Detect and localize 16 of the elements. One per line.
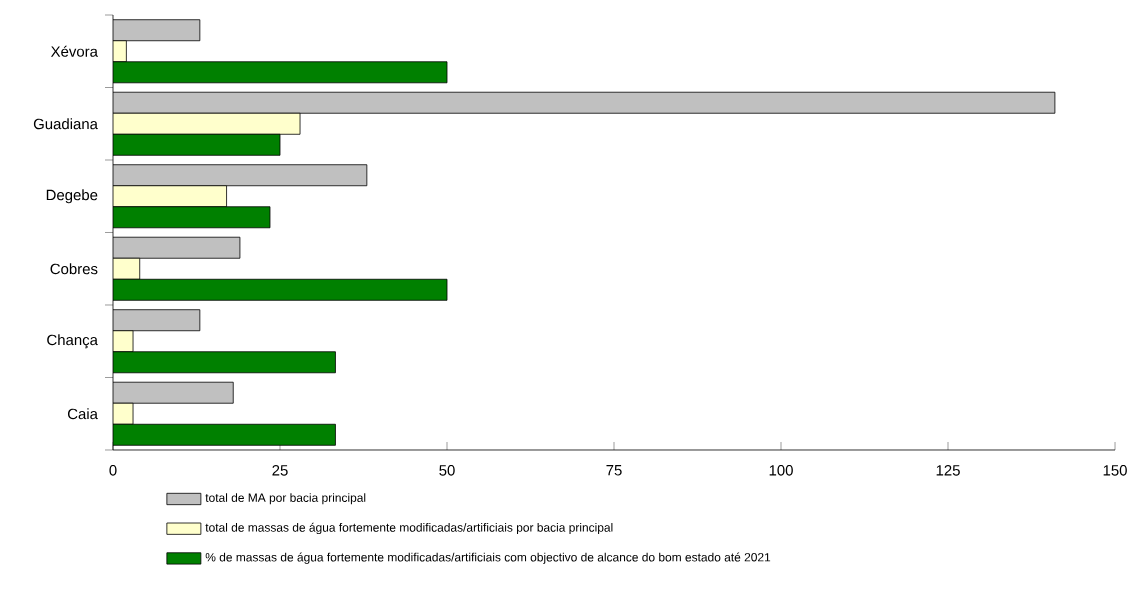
x-tick-label: 125 (936, 465, 960, 476)
x-tick-label: 0 (109, 465, 117, 476)
x-tick-label: 50 (439, 465, 455, 476)
x-tick-label: 25 (272, 465, 288, 476)
legend-label: total de massas de água fortemente modificadas/artificiais por bacia principal (205, 522, 613, 535)
y-tick-label: Xévora (50, 45, 98, 57)
legend-label: total de MA por bacia principal (205, 493, 366, 505)
y-tick-label: Caia (67, 408, 98, 420)
legend-label: % de massas de água fortemente modificadas/artificiais com objectivo de alcance do bom estado até 2021 (205, 552, 771, 564)
x-tick-label: 150 (1103, 465, 1127, 476)
x-tick-label: 100 (769, 465, 793, 476)
y-tick-label: Guadiana (33, 118, 98, 130)
y-tick-label: Degebe (46, 189, 98, 204)
x-tick-label: 75 (606, 465, 622, 476)
y-tick-label: Cobres (50, 263, 98, 275)
y-tick-label: Chança (47, 334, 98, 349)
